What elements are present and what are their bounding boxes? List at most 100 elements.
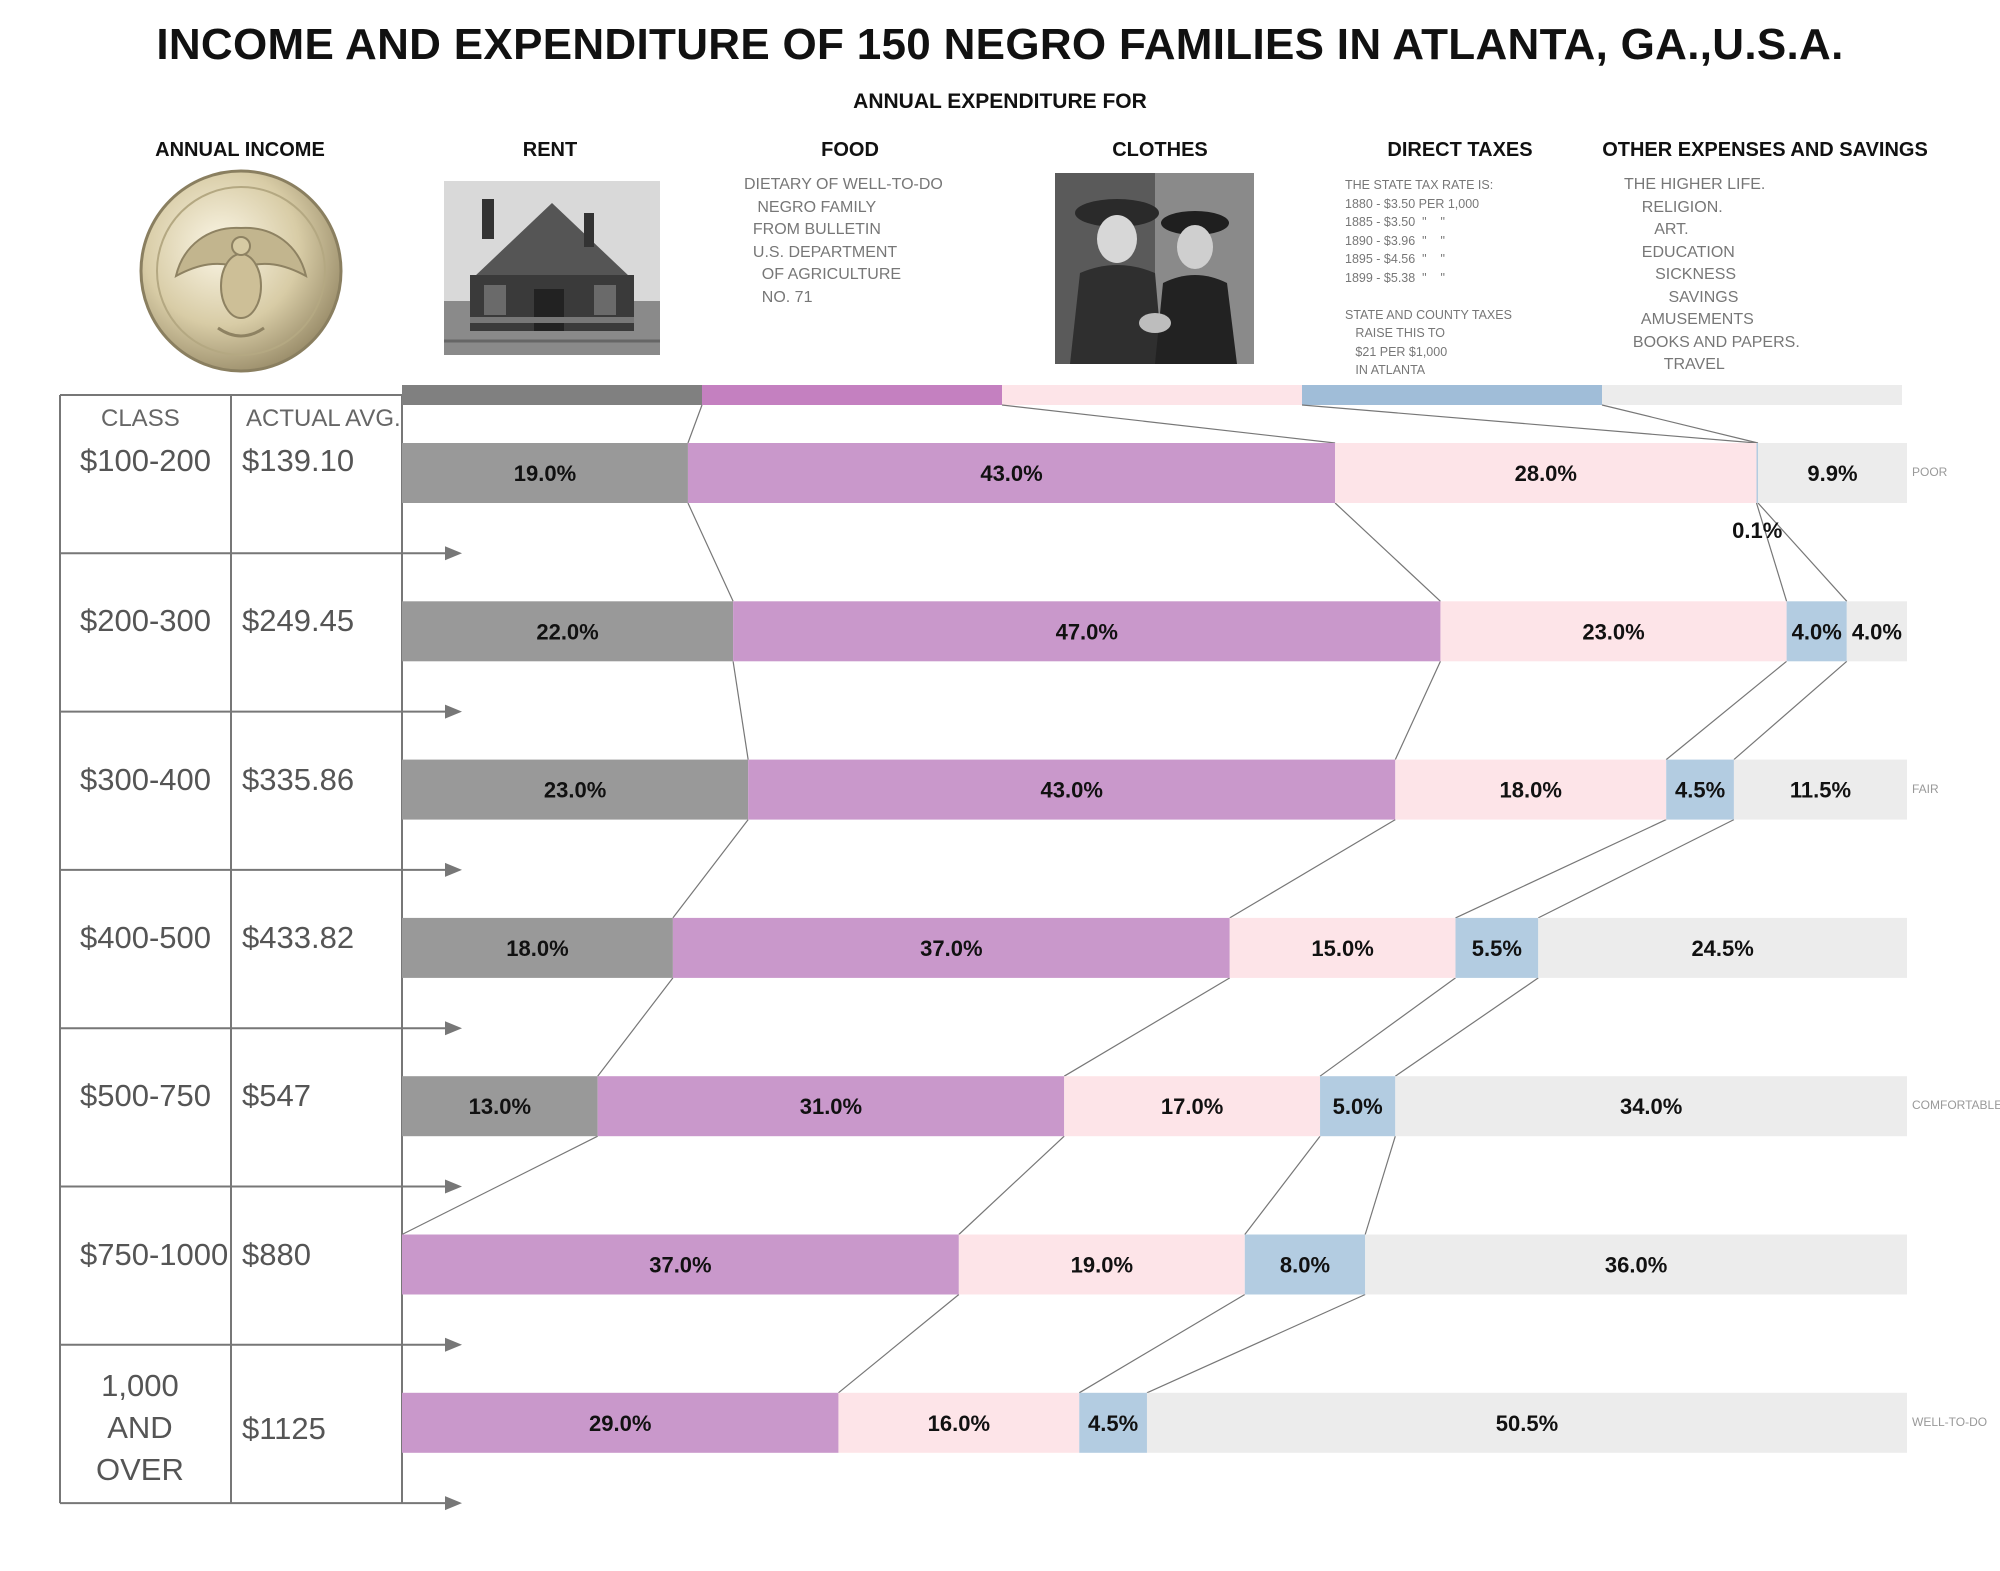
bar-segment-other bbox=[1365, 1234, 1907, 1295]
row-arrow-icon bbox=[445, 704, 462, 719]
connector-line bbox=[687, 404, 703, 444]
bar-row-4: 18.0% 37.0% 15.0% 5.5% 24.5% bbox=[402, 917, 1907, 978]
bar-segment-taxes bbox=[1666, 759, 1734, 820]
bar-label-taxes: 0.1% bbox=[1732, 518, 1782, 543]
table-cell-class: $500-750 bbox=[80, 1078, 212, 1114]
bar-segment-taxes bbox=[1079, 1392, 1147, 1453]
bar-segment-other bbox=[1846, 601, 1907, 662]
connector-line bbox=[1733, 660, 1848, 761]
row-arrow-icon bbox=[445, 1179, 462, 1194]
bar-label-other: 36.0% bbox=[1605, 1253, 1667, 1278]
row-arrow-icon bbox=[445, 1496, 462, 1511]
bar-label-other: 24.5% bbox=[1691, 936, 1753, 961]
bar-label-other: 11.5% bbox=[1790, 778, 1851, 803]
bar-segment-food bbox=[402, 1392, 839, 1453]
bar-segment-other bbox=[1395, 1076, 1907, 1137]
connector-line bbox=[1601, 404, 1759, 444]
connector-line bbox=[1755, 502, 1788, 602]
table-cell-avg: $335.86 bbox=[242, 761, 355, 797]
bar-segment-rent bbox=[402, 601, 734, 662]
connector-line bbox=[1757, 502, 1848, 602]
row-arrow-icon bbox=[445, 862, 462, 877]
bar-segment-other bbox=[1733, 759, 1907, 820]
bar-label-food: 29.0% bbox=[589, 1411, 651, 1436]
bar-label-rent: 22.0% bbox=[536, 619, 598, 644]
connector-line bbox=[401, 1135, 598, 1236]
table-cell-avg: $249.45 bbox=[242, 603, 355, 639]
connector-lines bbox=[401, 404, 1848, 1394]
connector-line bbox=[1665, 660, 1787, 761]
bar-row-3: 23.0% 43.0% 18.0% 4.5% 11.5% bbox=[402, 759, 1907, 820]
bar-segment-clothes bbox=[1440, 601, 1787, 662]
class-column-header: CLASS bbox=[101, 405, 180, 432]
bar-segment-clothes bbox=[1395, 759, 1667, 820]
bar-label-taxes: 5.5% bbox=[1472, 936, 1522, 961]
bar-label-food: 31.0% bbox=[800, 1094, 862, 1119]
connector-line bbox=[838, 1294, 960, 1394]
bar-segment-rent bbox=[402, 443, 688, 503]
bar-label-clothes: 17.0% bbox=[1161, 1094, 1223, 1119]
connector-line bbox=[1538, 819, 1735, 919]
food-note: DIETARY OF WELL-TO-DO NEGRO FAMILY FROM … bbox=[744, 176, 943, 306]
status-label: COMFORTABLE bbox=[1912, 1098, 2000, 1113]
connector-line bbox=[958, 1135, 1065, 1235]
bar-segment-taxes bbox=[1756, 443, 1759, 503]
table-cell-avg: $139.10 bbox=[242, 443, 355, 478]
bar-segment-other bbox=[1758, 443, 1907, 503]
bar-label-clothes: 18.0% bbox=[1500, 778, 1562, 803]
row-arrow-icon bbox=[445, 1337, 462, 1352]
bar-label-other: 50.5% bbox=[1496, 1411, 1558, 1436]
bar-segment-clothes bbox=[1229, 917, 1456, 978]
bar-label-taxes: 5.0% bbox=[1333, 1094, 1383, 1119]
connector-line bbox=[1455, 819, 1667, 919]
status-label: POOR bbox=[1912, 465, 1948, 479]
legend-strip-rent bbox=[402, 385, 702, 405]
bar-label-rent: 18.0% bbox=[506, 936, 568, 961]
connector-line bbox=[1063, 977, 1231, 1077]
other-expenses-note: THE HIGHER LIFE. RELIGION. ART. EDUCATIO… bbox=[1624, 176, 1800, 373]
table-cell-class: 1,000 AND OVER bbox=[96, 1367, 184, 1487]
bar-segment-clothes bbox=[1335, 443, 1757, 503]
header-food: FOOD bbox=[821, 139, 879, 161]
header-rent: RENT bbox=[522, 139, 578, 161]
bar-segment-taxes bbox=[1320, 1076, 1396, 1137]
legend-strip-taxes bbox=[1302, 385, 1602, 405]
chart-subtitle: ANNUAL EXPENDITURE FOR bbox=[853, 90, 1147, 113]
bar-label-taxes: 4.5% bbox=[1675, 778, 1725, 803]
actual-avg-column-header: ACTUAL AVG. bbox=[246, 405, 401, 432]
bar-label-other: 34.0% bbox=[1620, 1094, 1682, 1119]
connector-line bbox=[1146, 1293, 1366, 1394]
bar-segment-rent bbox=[402, 759, 749, 820]
bar-label-rent: 23.0% bbox=[544, 778, 606, 803]
bar-label-other: 9.9% bbox=[1807, 461, 1857, 486]
bar-row-1: 19.0% 43.0% 28.0% 0.1% 9.9% bbox=[402, 443, 1907, 543]
bar-segment-food bbox=[597, 1076, 1065, 1137]
bar-segment-clothes bbox=[838, 1392, 1080, 1453]
silver-dollar-coin-icon bbox=[139, 169, 343, 373]
two-women-photo-icon bbox=[1055, 173, 1254, 364]
bar-segment-food bbox=[672, 917, 1230, 978]
legend-strip-other bbox=[1602, 385, 1902, 405]
connector-line bbox=[1334, 502, 1441, 602]
legend-strip-clothes bbox=[1002, 385, 1302, 405]
status-label: FAIR bbox=[1912, 781, 1939, 796]
table-cell-class: $300-400 bbox=[80, 761, 212, 797]
connector-line bbox=[1364, 1136, 1396, 1235]
table-cell-class: $100-200 bbox=[80, 443, 212, 478]
bar-label-clothes: 15.0% bbox=[1311, 936, 1373, 961]
row-arrow-icon bbox=[445, 1021, 462, 1036]
bar-segment-food bbox=[733, 601, 1441, 662]
bar-segment-food bbox=[402, 1234, 959, 1295]
bar-segment-taxes bbox=[1244, 1234, 1366, 1295]
bar-label-food: 37.0% bbox=[920, 936, 982, 961]
header-other-expenses: OTHER EXPENSES AND SAVINGS bbox=[1602, 139, 1928, 161]
bar-row-7: 29.0% 16.0% 4.5% 50.5% bbox=[402, 1392, 1907, 1453]
bar-label-clothes: 23.0% bbox=[1582, 619, 1644, 644]
bar-segment-food bbox=[687, 443, 1336, 503]
connector-line bbox=[1301, 404, 1757, 444]
header-direct-taxes: DIRECT TAXES bbox=[1387, 139, 1533, 161]
bar-segment-clothes bbox=[1064, 1076, 1321, 1137]
legend-strip-food bbox=[702, 385, 1002, 405]
